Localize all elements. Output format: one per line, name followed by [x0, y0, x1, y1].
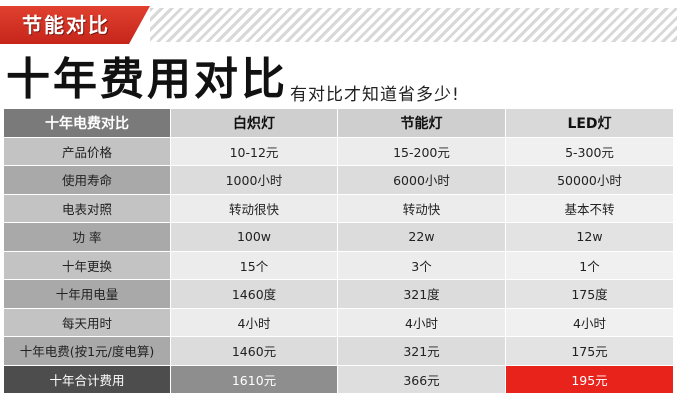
cfl-value: 4小时 [337, 307, 506, 337]
incandescent-value: 1000小时 [170, 165, 338, 195]
led-value: 175元 [505, 336, 674, 366]
banner-tag-text: 节能对比 [22, 13, 110, 37]
cfl-value: 321元 [337, 336, 506, 366]
led-value: 175度 [505, 279, 674, 309]
led-value: 基本不转 [505, 193, 674, 223]
table-row: 十年更换 15个 3个 1个 [3, 250, 674, 280]
incandescent-value: 1460度 [170, 279, 338, 309]
incandescent-value: 15个 [170, 250, 338, 280]
row-label: 使用寿命 [3, 165, 171, 195]
comparison-table: 十年电费对比 白炽灯 节能灯 LED灯 产品价格 10-12元 15-200元 5-3… [3, 108, 674, 394]
incandescent-value: 10-12元 [170, 136, 338, 166]
led-value: 50000小时 [505, 165, 674, 195]
banner-tag [0, 6, 150, 44]
banner: 节能对比 [0, 0, 677, 52]
cfl-value: 3个 [337, 250, 506, 280]
cfl-value: 6000小时 [337, 165, 506, 195]
row-label: 功 率 [3, 222, 171, 252]
page-subtitle: 有对比才知道省多少! [290, 85, 460, 105]
header-cfl: 节能灯 [337, 108, 506, 138]
incandescent-value: 100w [170, 222, 338, 252]
led-value: 5-300元 [505, 136, 674, 166]
cfl-value: 321度 [337, 279, 506, 309]
table-row: 产品价格 10-12元 15-200元 5-300元 [3, 136, 674, 166]
table-row: 使用寿命 1000小时 6000小时 50000小时 [3, 165, 674, 195]
table-total-row: 十年合计费用 1610元 366元 195元 [3, 364, 674, 394]
led-value: 12w [505, 222, 674, 252]
banner-stripes [150, 8, 677, 42]
table-row: 每天用时 4小时 4小时 4小时 [3, 307, 674, 337]
row-label: 每天用时 [3, 307, 171, 337]
table-row: 十年电费(按1元/度电算) 1460元 321元 175元 [3, 336, 674, 366]
table-row: 十年用电量 1460度 321度 175度 [3, 279, 674, 309]
header-led: LED灯 [505, 108, 674, 138]
row-label: 十年电费(按1元/度电算) [3, 336, 171, 366]
cfl-value: 22w [337, 222, 506, 252]
total-row-label: 十年合计费用 [3, 364, 171, 394]
incandescent-value: 4小时 [170, 307, 338, 337]
page-title: 十年费用对比 [6, 54, 288, 105]
incandescent-value: 1460元 [170, 336, 338, 366]
table-header-row: 十年电费对比 白炽灯 节能灯 LED灯 [3, 108, 674, 138]
table-row: 电表对照 转动很快 转动快 基本不转 [3, 193, 674, 223]
total-incandescent-value: 1610元 [170, 364, 338, 394]
cfl-value: 15-200元 [337, 136, 506, 166]
row-label: 电表对照 [3, 193, 171, 223]
total-led-value: 195元 [505, 364, 674, 394]
cfl-value: 转动快 [337, 193, 506, 223]
total-cfl-value: 366元 [337, 364, 506, 394]
led-value: 4小时 [505, 307, 674, 337]
table-row: 功 率 100w 22w 12w [3, 222, 674, 252]
row-label: 十年用电量 [3, 279, 171, 309]
led-value: 1个 [505, 250, 674, 280]
header-incandescent: 白炽灯 [170, 108, 338, 138]
row-label: 十年更换 [3, 250, 171, 280]
row-label: 产品价格 [3, 136, 171, 166]
incandescent-value: 转动很快 [170, 193, 338, 223]
header-category: 十年电费对比 [3, 108, 171, 138]
